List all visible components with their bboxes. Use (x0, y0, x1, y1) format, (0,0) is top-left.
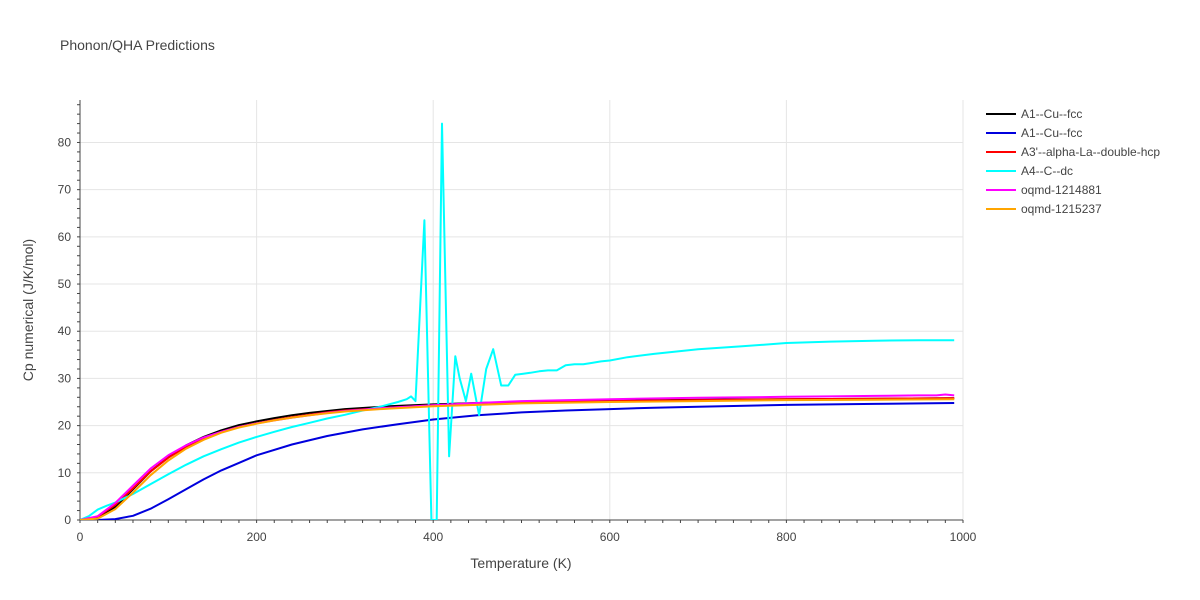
x-axis-label: Temperature (K) (470, 555, 571, 571)
legend-label: A4--C--dc (1021, 164, 1073, 178)
y-tick-label: 70 (58, 183, 72, 197)
legend-item[interactable]: oqmd-1215237 (986, 202, 1102, 216)
y-tick-label: 80 (58, 135, 72, 149)
y-tick-label: 60 (58, 230, 72, 244)
legend-label: oqmd-1214881 (1021, 183, 1102, 197)
y-tick-label: 40 (58, 324, 72, 338)
grid-layer (80, 100, 964, 520)
legend-item[interactable]: A4--C--dc (986, 164, 1073, 178)
y-tick-label: 0 (64, 513, 71, 527)
x-tick-label: 1000 (950, 530, 977, 544)
series-line-3[interactable] (80, 122, 955, 520)
legend-label: oqmd-1215237 (1021, 202, 1102, 216)
legend-item[interactable]: A1--Cu--fcc (986, 107, 1082, 121)
axis-layer: 0 200 400 600 800 1000 0 10 20 30 40 50 60 70 80 (58, 100, 977, 544)
series-layer (80, 122, 955, 520)
legend: A1--Cu--fcc A1--Cu--fcc A3'--alpha-La--dou… (986, 107, 1160, 216)
series-line-1[interactable] (80, 402, 955, 520)
x-tick-label: 800 (776, 530, 796, 544)
y-axis-label: Cp numerical (J/K/mol) (20, 239, 36, 381)
y-tick-label: 10 (58, 466, 72, 480)
x-tick-label: 200 (247, 530, 267, 544)
legend-label: A1--Cu--fcc (1021, 126, 1082, 140)
chart-title: Phonon/QHA Predictions (60, 37, 215, 53)
legend-label: A3'--alpha-La--double-hcp (1021, 145, 1160, 159)
legend-item[interactable]: A3'--alpha-La--double-hcp (986, 145, 1160, 159)
legend-label: A1--Cu--fcc (1021, 107, 1082, 121)
legend-item[interactable]: A1--Cu--fcc (986, 126, 1082, 140)
x-tick-label: 0 (77, 530, 84, 544)
legend-item[interactable]: oqmd-1214881 (986, 183, 1102, 197)
y-tick-label: 50 (58, 277, 72, 291)
series-line-5[interactable] (80, 398, 955, 520)
y-tick-label: 30 (58, 371, 72, 385)
y-tick-label: 20 (58, 419, 72, 433)
x-tick-label: 600 (600, 530, 620, 544)
x-tick-label: 400 (423, 530, 443, 544)
